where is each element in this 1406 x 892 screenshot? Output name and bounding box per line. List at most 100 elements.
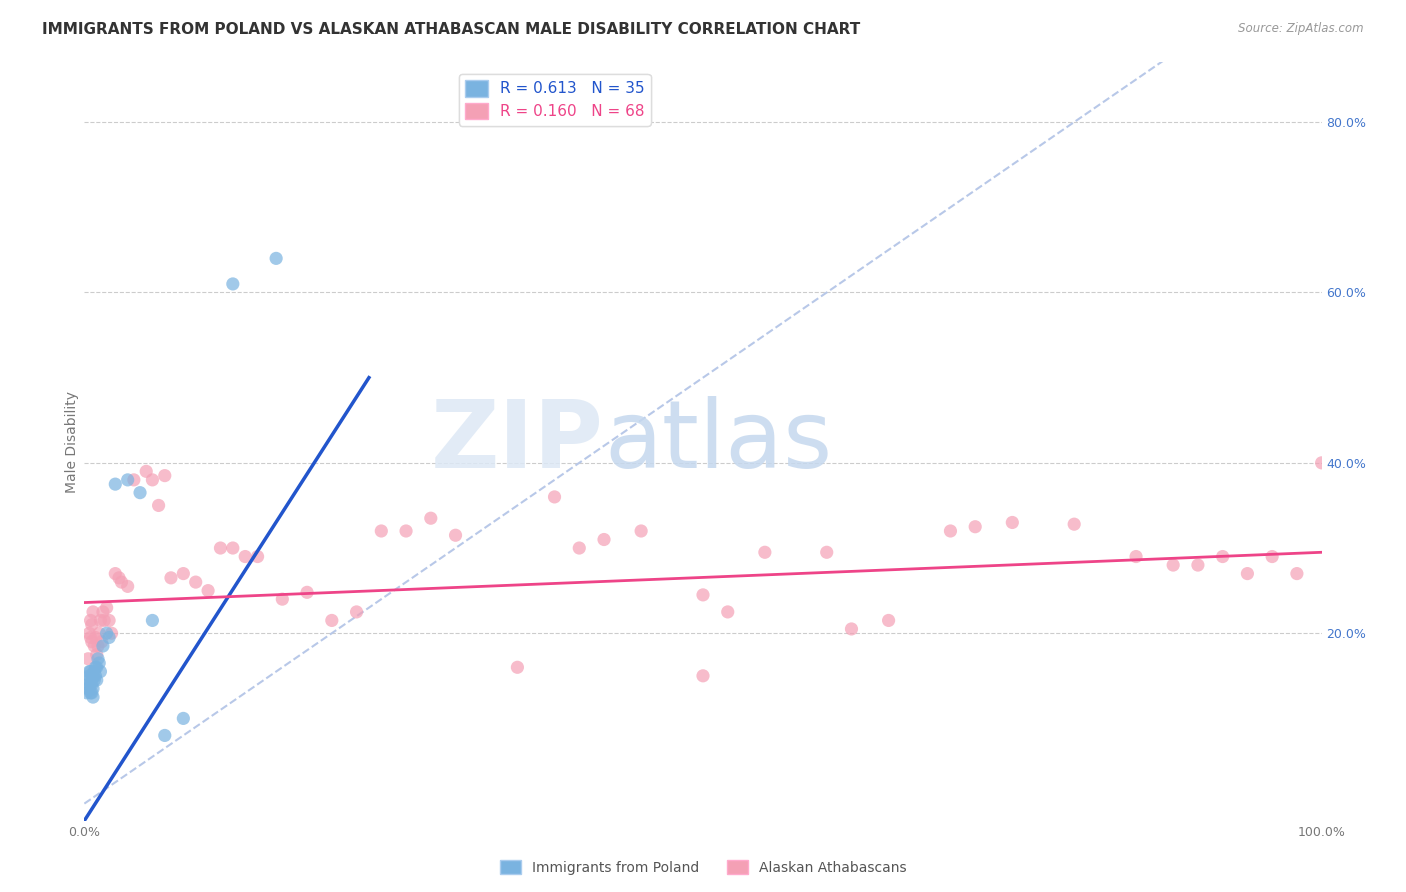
Point <box>568 541 591 555</box>
Point <box>96 626 118 640</box>
Point <box>117 473 139 487</box>
Point <box>877 614 900 628</box>
Point <box>82 671 104 685</box>
Point <box>84 660 107 674</box>
Point <box>91 639 114 653</box>
Point <box>117 579 139 593</box>
Point <box>79 665 101 679</box>
Point <box>83 673 105 687</box>
Point <box>1236 566 1258 581</box>
Point <box>104 477 127 491</box>
Point <box>506 660 529 674</box>
Point <box>209 541 232 555</box>
Point <box>83 639 105 653</box>
Point <box>295 585 318 599</box>
Point <box>222 541 245 555</box>
Point <box>93 614 115 628</box>
Point <box>1310 456 1333 470</box>
Point <box>172 566 194 581</box>
Point <box>79 665 101 679</box>
Point <box>815 545 838 559</box>
Point <box>79 686 101 700</box>
Point <box>110 575 132 590</box>
Point <box>370 524 392 538</box>
Point <box>153 468 176 483</box>
Point <box>76 686 98 700</box>
Point <box>80 617 103 632</box>
Point <box>172 711 194 725</box>
Point <box>89 665 111 679</box>
Point <box>692 588 714 602</box>
Point <box>79 673 101 687</box>
Point <box>1161 558 1184 572</box>
Point <box>80 677 103 691</box>
Point <box>1187 558 1209 572</box>
Point <box>264 252 287 266</box>
Point <box>84 669 107 683</box>
Point <box>79 631 101 645</box>
Point <box>1212 549 1234 564</box>
Point <box>82 690 104 705</box>
Point <box>148 499 170 513</box>
Point <box>96 600 118 615</box>
Point <box>1125 549 1147 564</box>
Point <box>233 549 256 564</box>
Point <box>246 549 269 564</box>
Point <box>1063 517 1085 532</box>
Point <box>129 485 152 500</box>
Text: atlas: atlas <box>605 395 832 488</box>
Point <box>77 681 100 696</box>
Y-axis label: Male Disability: Male Disability <box>65 391 79 492</box>
Point <box>90 634 112 648</box>
Point <box>98 631 121 645</box>
Point <box>692 669 714 683</box>
Point <box>79 626 101 640</box>
Point <box>346 605 368 619</box>
Point <box>80 634 103 648</box>
Point <box>395 524 418 538</box>
Point <box>939 524 962 538</box>
Point <box>1001 516 1024 530</box>
Point <box>122 473 145 487</box>
Point <box>79 614 101 628</box>
Point <box>153 728 176 742</box>
Point <box>108 571 131 585</box>
Text: ZIP: ZIP <box>432 395 605 488</box>
Point <box>419 511 441 525</box>
Point <box>100 626 122 640</box>
Point <box>630 524 652 538</box>
Point <box>271 592 294 607</box>
Point <box>1285 566 1308 581</box>
Point <box>87 639 110 653</box>
Point <box>104 566 127 581</box>
Point <box>160 571 183 585</box>
Point <box>98 614 121 628</box>
Point <box>141 473 163 487</box>
Point <box>321 614 343 628</box>
Point <box>593 533 616 547</box>
Point <box>77 652 100 666</box>
Point <box>91 605 114 619</box>
Point <box>79 677 101 691</box>
Point <box>86 660 108 674</box>
Point <box>84 631 107 645</box>
Point <box>141 614 163 628</box>
Point <box>717 605 740 619</box>
Point <box>965 520 987 534</box>
Point <box>184 575 207 590</box>
Point <box>79 669 101 683</box>
Point <box>135 464 157 478</box>
Point <box>444 528 467 542</box>
Point <box>841 622 863 636</box>
Point <box>82 681 104 696</box>
Point <box>197 583 219 598</box>
Point <box>89 626 111 640</box>
Point <box>1261 549 1284 564</box>
Text: IMMIGRANTS FROM POLAND VS ALASKAN ATHABASCAN MALE DISABILITY CORRELATION CHART: IMMIGRANTS FROM POLAND VS ALASKAN ATHABA… <box>42 22 860 37</box>
Point <box>87 652 110 666</box>
Point <box>89 656 111 670</box>
Point <box>77 677 100 691</box>
Point <box>86 648 108 662</box>
Legend: R = 0.613   N = 35, R = 0.160   N = 68: R = 0.613 N = 35, R = 0.160 N = 68 <box>458 74 651 126</box>
Point <box>82 605 104 619</box>
